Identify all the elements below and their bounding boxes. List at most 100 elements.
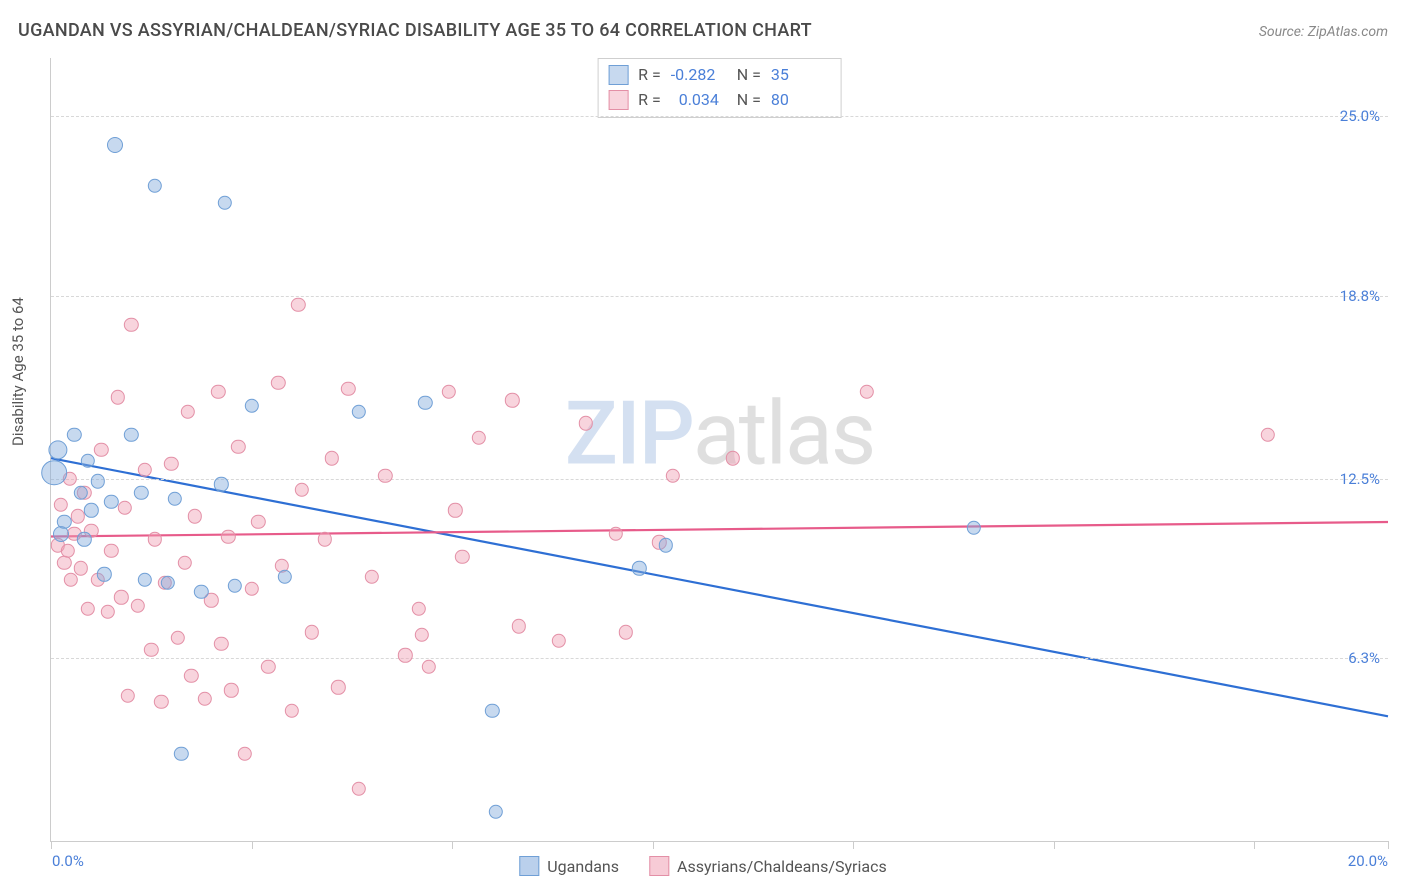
data-point bbox=[134, 486, 148, 500]
data-point bbox=[107, 137, 123, 153]
data-point bbox=[859, 384, 873, 398]
data-point bbox=[104, 494, 118, 508]
data-point bbox=[64, 573, 78, 587]
swatch-assyrians bbox=[608, 90, 628, 110]
data-point bbox=[124, 318, 138, 332]
data-point bbox=[448, 503, 462, 517]
x-tick bbox=[653, 841, 654, 849]
x-tick-min: 0.0% bbox=[52, 852, 84, 870]
data-point bbox=[271, 376, 285, 390]
data-point bbox=[61, 544, 75, 558]
data-point bbox=[411, 602, 425, 616]
data-point bbox=[137, 573, 151, 587]
data-point bbox=[174, 747, 188, 761]
y-tick-label: 25.0% bbox=[1340, 107, 1380, 125]
data-point bbox=[609, 526, 623, 540]
data-point bbox=[124, 428, 138, 442]
data-point bbox=[81, 602, 95, 616]
data-point bbox=[94, 442, 108, 456]
data-point bbox=[442, 384, 456, 398]
gridline bbox=[51, 479, 1388, 480]
data-point bbox=[84, 503, 98, 517]
data-point bbox=[181, 405, 195, 419]
correlation-chart: UGANDAN VS ASSYRIAN/CHALDEAN/SYRIAC DISA… bbox=[0, 0, 1406, 892]
data-point bbox=[111, 390, 125, 404]
data-point bbox=[171, 631, 185, 645]
data-point bbox=[177, 555, 191, 569]
data-point bbox=[244, 399, 258, 413]
data-point bbox=[632, 561, 646, 575]
chart-title: UGANDAN VS ASSYRIAN/CHALDEAN/SYRIAC DISA… bbox=[18, 20, 812, 41]
stats-row-assyrians: R = 0.034 N = 80 bbox=[608, 88, 827, 113]
plot-area: ZIPatlas R = -0.282 N = 35 R = 0.034 N =… bbox=[50, 58, 1388, 842]
x-tick bbox=[51, 841, 52, 849]
legend-item-ugandans: Ugandans bbox=[519, 856, 619, 876]
x-tick-max: 20.0% bbox=[1348, 852, 1388, 870]
data-point bbox=[218, 196, 232, 210]
data-point bbox=[54, 497, 68, 511]
y-tick-label: 6.3% bbox=[1348, 649, 1380, 667]
x-tick bbox=[1254, 841, 1255, 849]
data-point bbox=[488, 805, 502, 819]
legend-label: Assyrians/Chaldeans/Syriacs bbox=[677, 857, 887, 876]
data-point bbox=[512, 619, 526, 633]
data-point bbox=[48, 440, 67, 459]
x-tick bbox=[1054, 841, 1055, 849]
swatch-ugandans-bottom bbox=[519, 856, 539, 876]
y-tick-label: 12.5% bbox=[1340, 470, 1380, 488]
data-point bbox=[114, 590, 128, 604]
data-point bbox=[228, 579, 242, 593]
data-point bbox=[214, 637, 228, 651]
data-point bbox=[214, 477, 228, 491]
x-tick bbox=[252, 841, 253, 849]
data-point bbox=[351, 405, 365, 419]
watermark: ZIPatlas bbox=[565, 382, 875, 485]
y-tick-label: 18.8% bbox=[1340, 287, 1380, 305]
data-point bbox=[378, 468, 392, 482]
data-point bbox=[224, 683, 238, 697]
trend-lines bbox=[51, 58, 1388, 841]
data-point bbox=[147, 178, 161, 192]
series-legend: Ugandans Assyrians/Chaldeans/Syriacs bbox=[519, 856, 886, 876]
data-point bbox=[659, 538, 673, 552]
x-tick bbox=[1388, 841, 1389, 849]
data-point bbox=[184, 668, 198, 682]
data-point bbox=[351, 782, 365, 796]
data-point bbox=[137, 463, 151, 477]
data-point bbox=[104, 544, 118, 558]
data-point bbox=[666, 468, 680, 482]
data-point bbox=[341, 381, 355, 395]
data-point bbox=[251, 515, 265, 529]
x-tick bbox=[853, 841, 854, 849]
data-point bbox=[398, 648, 412, 662]
data-point bbox=[42, 460, 68, 486]
swatch-assyrians-bottom bbox=[649, 856, 669, 876]
data-point bbox=[147, 532, 161, 546]
data-point bbox=[305, 625, 319, 639]
gridline bbox=[51, 658, 1388, 659]
data-point bbox=[244, 581, 258, 595]
data-point bbox=[77, 532, 91, 546]
legend-item-assyrians: Assyrians/Chaldeans/Syriacs bbox=[649, 856, 887, 876]
data-point bbox=[455, 550, 469, 564]
stats-row-ugandans: R = -0.282 N = 35 bbox=[608, 63, 827, 88]
data-point bbox=[121, 689, 135, 703]
data-point bbox=[81, 454, 95, 468]
data-point bbox=[188, 509, 202, 523]
source-attribution: Source: ZipAtlas.com bbox=[1259, 24, 1388, 40]
data-point bbox=[418, 396, 432, 410]
data-point bbox=[67, 428, 81, 442]
data-point bbox=[74, 561, 88, 575]
y-axis-label: Disability Age 35 to 64 bbox=[9, 297, 27, 446]
data-point bbox=[131, 599, 145, 613]
gridline bbox=[51, 116, 1388, 117]
data-point bbox=[485, 703, 499, 717]
data-point bbox=[154, 695, 168, 709]
data-point bbox=[238, 747, 252, 761]
stats-legend: R = -0.282 N = 35 R = 0.034 N = 80 bbox=[597, 58, 842, 118]
data-point bbox=[97, 567, 111, 581]
swatch-ugandans bbox=[608, 65, 628, 85]
data-point bbox=[101, 605, 115, 619]
data-point bbox=[331, 680, 345, 694]
data-point bbox=[365, 570, 379, 584]
